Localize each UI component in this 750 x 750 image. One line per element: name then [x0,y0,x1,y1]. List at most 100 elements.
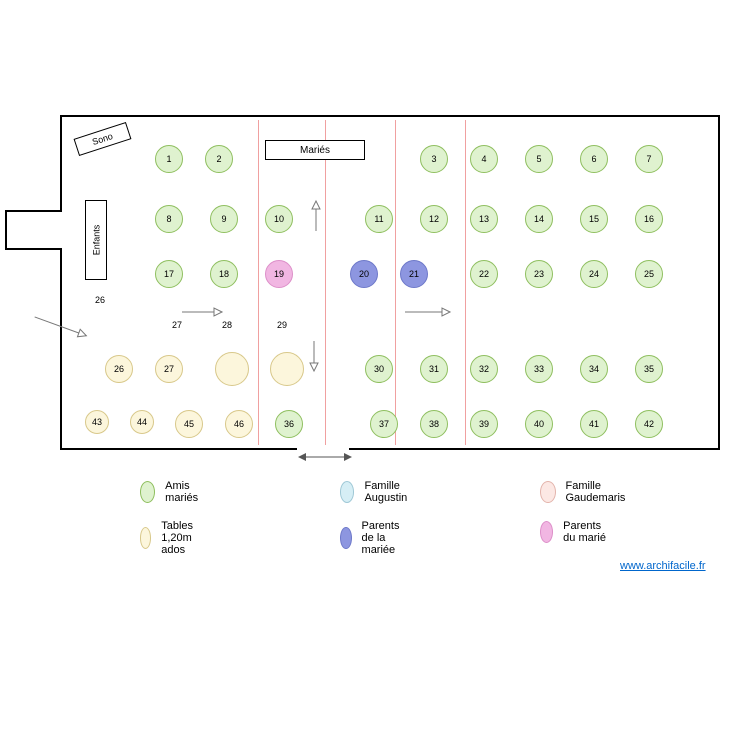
table-39: 39 [470,410,498,438]
table-number: 31 [429,364,439,374]
legend-item-ados: Tables 1,20m ados [140,520,204,556]
table-32: 32 [470,355,498,383]
table-14: 14 [525,205,553,233]
table-33: 33 [525,355,553,383]
table-22: 22 [470,260,498,288]
table-40: 40 [525,410,553,438]
table-number: 41 [589,419,599,429]
legend-swatch [340,481,354,503]
table-9: 9 [210,205,238,233]
legend-label: Parents de la mariée [362,520,410,556]
table-number: 44 [137,417,147,427]
table-25: 25 [635,260,663,288]
table-44: 44 [130,410,154,434]
table-27: 27 [155,355,183,383]
table-number: 19 [274,269,284,279]
floor-label: 27 [172,320,182,330]
table-19: 19 [265,260,293,288]
table-26: 26 [105,355,133,383]
table-blank [215,352,249,386]
flow-arrow [182,305,232,323]
table-blank [270,352,304,386]
legend-swatch [140,481,155,503]
credit-link[interactable]: www.archifacile.fr [620,560,706,572]
table-21: 21 [400,260,428,288]
table-number: 23 [534,269,544,279]
table-number: 40 [534,419,544,429]
table-number: 17 [164,269,174,279]
enfants-box: Enfants [85,200,107,280]
table-number: 3 [431,154,436,164]
table-number: 18 [219,269,229,279]
table-number: 5 [536,154,541,164]
table-46: 46 [225,410,253,438]
table-3: 3 [420,145,448,173]
table-number: 45 [184,419,194,429]
table-number: 13 [479,214,489,224]
entrance-corridor [5,210,60,250]
table-number: 10 [274,214,284,224]
table-number: 25 [644,269,654,279]
table-number: 21 [409,269,419,279]
guide-line [325,120,326,445]
table-number: 42 [644,419,654,429]
table-42: 42 [635,410,663,438]
table-number: 32 [479,364,489,374]
legend-label: Famille Gaudemaris [566,480,632,504]
wall-gap-left [59,212,63,248]
table-6: 6 [580,145,608,173]
table-number: 34 [589,364,599,374]
legend-swatch [540,481,556,503]
table-number: 9 [221,214,226,224]
table-34: 34 [580,355,608,383]
table-number: 46 [234,419,244,429]
table-number: 27 [164,364,174,374]
maries-label: Mariés [300,145,330,156]
legend-swatch [540,521,553,543]
table-number: 4 [481,154,486,164]
table-24: 24 [580,260,608,288]
table-number: 6 [591,154,596,164]
flow-arrow [405,305,460,323]
table-41: 41 [580,410,608,438]
legend-item-amis: Amis mariés [140,480,205,504]
table-10: 10 [265,205,293,233]
table-number: 15 [589,214,599,224]
table-4: 4 [470,145,498,173]
guide-line [465,120,466,445]
table-20: 20 [350,260,378,288]
sono-label: Sono [91,131,114,147]
table-number: 1 [166,154,171,164]
table-number: 38 [429,419,439,429]
table-number: 14 [534,214,544,224]
flow-arrow [303,341,321,381]
table-number: 11 [374,214,383,224]
table-1: 1 [155,145,183,173]
table-number: 26 [114,364,124,374]
table-7: 7 [635,145,663,173]
seating-plan: SonoMariésEnfants 1234567891011121314151… [0,0,750,750]
table-number: 22 [479,269,489,279]
table-43: 43 [85,410,109,434]
table-8: 8 [155,205,183,233]
table-number: 12 [429,214,439,224]
table-15: 15 [580,205,608,233]
flow-arrow [309,191,327,231]
table-16: 16 [635,205,663,233]
table-37: 37 [370,410,398,438]
table-number: 8 [166,214,171,224]
legend-item-parents_ee: Parents de la mariée [340,520,410,556]
floor-label: 29 [277,320,287,330]
table-12: 12 [420,205,448,233]
table-number: 39 [479,419,489,429]
table-number: 7 [646,154,651,164]
legend-item-augustin: Famille Augustin [340,480,415,504]
table-5: 5 [525,145,553,173]
door-width-arrow [298,450,352,468]
table-number: 43 [92,417,102,427]
table-36: 36 [275,410,303,438]
table-30: 30 [365,355,393,383]
legend-label: Famille Augustin [364,480,414,504]
table-number: 36 [284,419,294,429]
table-number: 24 [589,269,599,279]
